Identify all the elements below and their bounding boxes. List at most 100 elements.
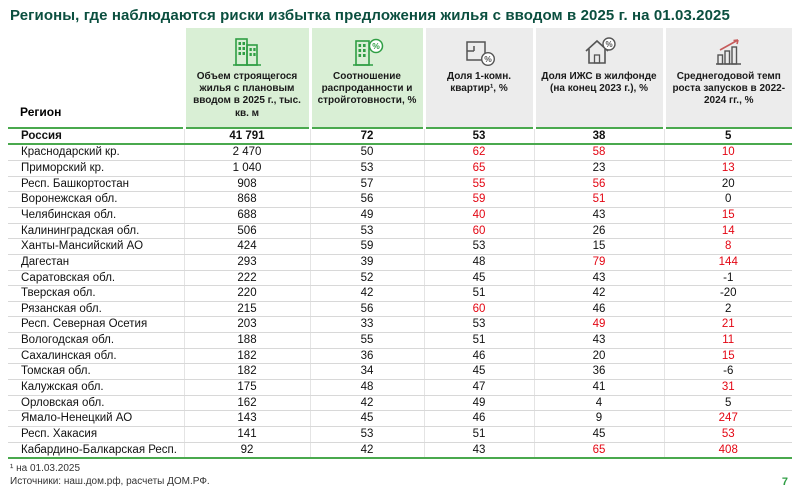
value-cell: 46 bbox=[533, 301, 664, 318]
value-cell: 59 bbox=[423, 191, 534, 208]
value-cell: 868 bbox=[183, 191, 310, 208]
value-cell: 39 bbox=[309, 254, 424, 271]
column-header-ratio: % Соотношение распроданности и стройгото… bbox=[308, 28, 424, 129]
value-cell: 23 bbox=[533, 160, 664, 177]
building-percent-icon: % bbox=[312, 28, 423, 70]
value-cell: 65 bbox=[533, 442, 664, 460]
table-row: Саратовская обл. 222 52 45 43 -1 bbox=[8, 270, 792, 287]
region-cell: Кабардино-Балкарская Респ. bbox=[8, 442, 184, 460]
column-header-izhs: % Доля ИЖС в жилфонде (на конец 2023 г.)… bbox=[532, 28, 664, 129]
value-cell: -6 bbox=[663, 363, 792, 380]
value-cell: 21 bbox=[663, 316, 792, 334]
value-cell: 220 bbox=[183, 285, 310, 302]
value-cell: 60 bbox=[423, 301, 534, 318]
value-cell: 15 bbox=[663, 207, 792, 224]
value-cell: 43 bbox=[533, 207, 664, 224]
value-cell: 0 bbox=[663, 191, 792, 208]
table-row: Ямало-Ненецкий АО 143 45 46 9 247 bbox=[8, 410, 792, 427]
column-header-label: Соотношение распроданности и стройготовн… bbox=[317, 71, 417, 107]
value-cell: 53 bbox=[423, 127, 534, 146]
value-cell: 52 bbox=[309, 270, 424, 287]
region-cell: Орловская обл. bbox=[8, 395, 184, 412]
table-row: Челябинская обл. 688 49 40 43 15 bbox=[8, 207, 792, 224]
value-cell: 45 bbox=[309, 410, 424, 427]
column-header-label: Доля ИЖС в жилфонде (на конец 2023 г.), … bbox=[541, 71, 657, 95]
table-row: Калужская обл. 175 48 47 41 31 bbox=[8, 379, 792, 396]
value-cell: 58 bbox=[533, 144, 664, 162]
value-cell: 43 bbox=[423, 442, 534, 460]
value-cell: 9 bbox=[533, 410, 664, 427]
value-cell: 46 bbox=[423, 348, 534, 365]
table-row: Россия 41 791 72 53 38 5 bbox=[8, 127, 792, 146]
value-cell: 162 bbox=[183, 395, 310, 412]
value-cell: 72 bbox=[309, 127, 424, 146]
table-body: Россия 41 791 72 53 38 5 Краснодарский кр. 2 47… bbox=[8, 127, 792, 460]
value-cell: 55 bbox=[309, 332, 424, 349]
value-cell: 222 bbox=[183, 270, 310, 287]
report-slide: Регионы, где наблюдаются риски избытка п… bbox=[8, 7, 792, 488]
region-cell: Вологодская обл. bbox=[8, 332, 184, 349]
slide-footer: ¹ на 01.03.2025 Источники: наш.дом.рф, р… bbox=[8, 462, 792, 488]
value-cell: -1 bbox=[663, 270, 792, 287]
value-cell: 41 bbox=[533, 379, 664, 396]
regions-table: Регион bbox=[8, 28, 792, 460]
value-cell: 53 bbox=[423, 316, 534, 334]
value-cell: 144 bbox=[663, 254, 792, 271]
table-row: Тверская обл. 220 42 51 42 -20 bbox=[8, 285, 792, 302]
value-cell: 14 bbox=[663, 223, 792, 240]
table-row: Респ. Башкортостан 908 57 55 56 20 bbox=[8, 176, 792, 193]
region-cell: Дагестан bbox=[8, 254, 184, 271]
column-header-volume: Объем строящегося жилья с плановым вводо… bbox=[182, 28, 310, 129]
value-cell: 2 470 bbox=[183, 144, 310, 162]
column-header-region: Регион bbox=[8, 28, 184, 129]
value-cell: 182 bbox=[183, 348, 310, 365]
table-row: Ханты-Мансийский АО 424 59 53 15 8 bbox=[8, 238, 792, 255]
region-cell: Респ. Хакасия bbox=[8, 426, 184, 443]
value-cell: 46 bbox=[423, 410, 534, 427]
value-cell: 31 bbox=[663, 379, 792, 396]
column-header-one-room: % Доля 1-комн. квартир¹, % bbox=[422, 28, 534, 129]
value-cell: 42 bbox=[309, 442, 424, 460]
table-row: Вологодская обл. 188 55 51 43 11 bbox=[8, 332, 792, 349]
value-cell: 51 bbox=[423, 285, 534, 302]
region-cell: Саратовская обл. bbox=[8, 270, 184, 287]
value-cell: 62 bbox=[423, 144, 534, 162]
table-header: Регион bbox=[8, 28, 792, 129]
table-row: Приморский кр. 1 040 53 65 23 13 bbox=[8, 160, 792, 177]
value-cell: 42 bbox=[309, 395, 424, 412]
table-row: Респ. Северная Осетия 203 33 53 49 21 bbox=[8, 316, 792, 334]
region-cell: Россия bbox=[8, 127, 184, 146]
value-cell: 34 bbox=[309, 363, 424, 380]
table-row: Орловская обл. 162 42 49 4 5 bbox=[8, 395, 792, 412]
value-cell: 8 bbox=[663, 238, 792, 255]
region-cell: Томская обл. bbox=[8, 363, 184, 380]
value-cell: 293 bbox=[183, 254, 310, 271]
value-cell: 59 bbox=[309, 238, 424, 255]
region-cell: Ямало-Ненецкий АО bbox=[8, 410, 184, 427]
value-cell: 60 bbox=[423, 223, 534, 240]
floorplan-percent-icon: % bbox=[426, 28, 533, 70]
value-cell: 15 bbox=[663, 348, 792, 365]
value-cell: 20 bbox=[663, 176, 792, 193]
value-cell: 424 bbox=[183, 238, 310, 255]
column-header-label: Доля 1-комн. квартир¹, % bbox=[446, 71, 512, 95]
region-cell: Приморский кр. bbox=[8, 160, 184, 177]
column-header-label: Среднегодовой темп роста запусков в 2022… bbox=[672, 71, 786, 107]
value-cell: 20 bbox=[533, 348, 664, 365]
value-cell: 36 bbox=[309, 348, 424, 365]
region-cell: Челябинская обл. bbox=[8, 207, 184, 224]
table-row: Рязанская обл. 215 56 60 46 2 bbox=[8, 301, 792, 318]
table-row: Сахалинская обл. 182 36 46 20 15 bbox=[8, 348, 792, 365]
value-cell: 51 bbox=[423, 332, 534, 349]
svg-text:%: % bbox=[484, 54, 492, 64]
value-cell: 47 bbox=[423, 379, 534, 396]
value-cell: 51 bbox=[533, 191, 664, 208]
table-row: Респ. Хакасия 141 53 51 45 53 bbox=[8, 426, 792, 443]
value-cell: 92 bbox=[183, 442, 310, 460]
value-cell: 175 bbox=[183, 379, 310, 396]
value-cell: 56 bbox=[533, 176, 664, 193]
value-cell: 908 bbox=[183, 176, 310, 193]
svg-text:%: % bbox=[605, 40, 612, 49]
table-row: Дагестан 293 39 48 79 144 bbox=[8, 254, 792, 271]
value-cell: 65 bbox=[423, 160, 534, 177]
